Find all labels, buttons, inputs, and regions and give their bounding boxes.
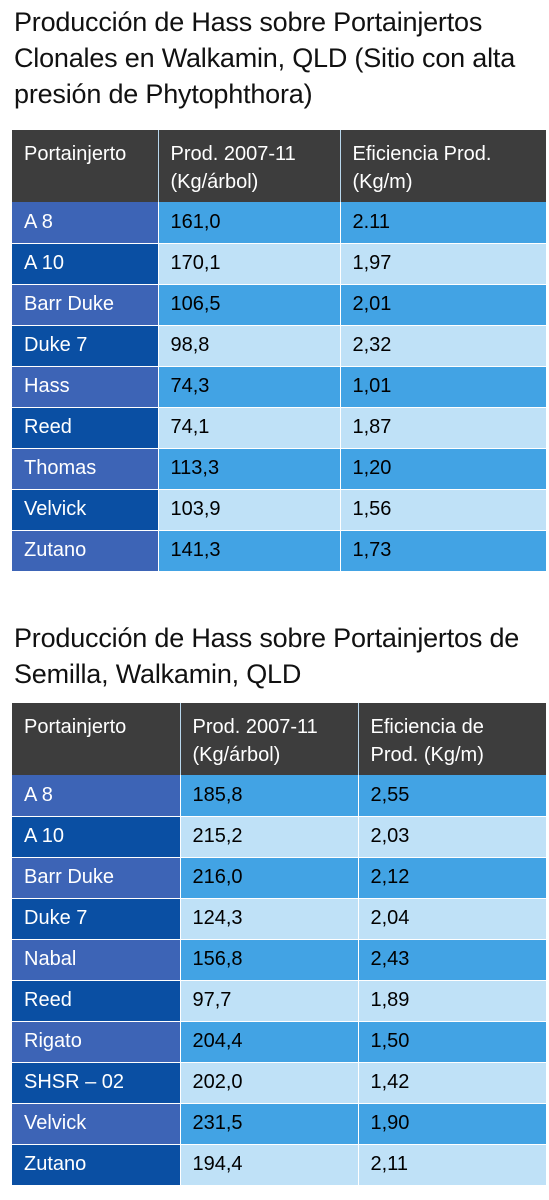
table-row: Zutano 194,4 2,11	[12, 1144, 546, 1186]
efficiency-cell: 1,01	[340, 366, 546, 408]
production-cell: 194,4	[180, 1144, 359, 1186]
production-cell: 156,8	[180, 939, 359, 981]
rootstock-cell: Barr Duke	[12, 857, 181, 899]
table-header-row: Portainjerto Prod. 2007-11 (Kg/árbol) Ef…	[12, 130, 546, 202]
rootstock-cell: SHSR – 02	[12, 1062, 181, 1104]
table2-body: A 8 185,8 2,55 A 10 215,2 2,03 Barr Duke 216,0 2…	[12, 775, 546, 1186]
table-row: SHSR – 02 202,0 1,42	[12, 1062, 546, 1104]
table-row: A 10 215,2 2,03	[12, 816, 546, 858]
rootstock-cell: Velvick	[12, 1103, 181, 1145]
rootstock-cell: Duke 7	[12, 898, 181, 940]
production-cell: 141,3	[158, 530, 341, 572]
header-production: Prod. 2007-11 (Kg/árbol)	[180, 703, 359, 775]
rootstock-cell: Rigato	[12, 1021, 181, 1063]
production-cell: 113,3	[158, 448, 341, 490]
rootstock-cell: Reed	[12, 407, 159, 449]
table1-title: Producción de Hass sobre Portainjertos C…	[14, 7, 516, 109]
production-cell: 74,3	[158, 366, 341, 408]
efficiency-cell: 2,43	[358, 939, 546, 981]
efficiency-cell: 1,89	[358, 980, 546, 1022]
rootstock-cell: Nabal	[12, 939, 181, 981]
table-row: Reed 97,7 1,89	[12, 980, 546, 1022]
table-row: A 8 185,8 2,55	[12, 775, 546, 817]
table-row: Velvick 103,9 1,56	[12, 489, 546, 531]
rootstock-cell: Reed	[12, 980, 181, 1022]
production-cell: 185,8	[180, 775, 359, 817]
efficiency-cell: 1,73	[340, 530, 546, 572]
production-cell: 231,5	[180, 1103, 359, 1145]
efficiency-cell: 1,90	[358, 1103, 546, 1145]
production-cell: 74,1	[158, 407, 341, 449]
efficiency-cell: 1,87	[340, 407, 546, 449]
efficiency-cell: 1,20	[340, 448, 546, 490]
rootstock-cell: Zutano	[12, 530, 159, 572]
production-cell: 216,0	[180, 857, 359, 899]
table-row: Hass 74,3 1,01	[12, 366, 546, 408]
rootstock-cell: A 8	[12, 202, 159, 244]
table-row: Duke 7 124,3 2,04	[12, 898, 546, 940]
table-row: Velvick 231,5 1,90	[12, 1103, 546, 1145]
header-efficiency: Eficiencia de Prod. (Kg/m)	[358, 703, 546, 775]
table-row: Barr Duke 106,5 2,01	[12, 284, 546, 326]
efficiency-cell: 2,01	[340, 284, 546, 326]
efficiency-cell: 1,97	[340, 243, 546, 285]
table-row: Rigato 204,4 1,50	[12, 1021, 546, 1063]
header-production: Prod. 2007-11 (Kg/árbol)	[158, 130, 341, 202]
production-cell: 161,0	[158, 202, 341, 244]
rootstock-cell: Zutano	[12, 1144, 181, 1186]
rootstock-cell: Hass	[12, 366, 159, 408]
efficiency-cell: 2,11	[358, 1144, 546, 1186]
production-cell: 215,2	[180, 816, 359, 858]
table-row: A 10 170,1 1,97	[12, 243, 546, 285]
efficiency-cell: 1,42	[358, 1062, 546, 1104]
production-cell: 103,9	[158, 489, 341, 531]
efficiency-cell: 1,56	[340, 489, 546, 531]
table-row: Barr Duke 216,0 2,12	[12, 857, 546, 899]
efficiency-cell: 2,04	[358, 898, 546, 940]
table-row: Nabal 156,8 2,43	[12, 939, 546, 981]
table2-title: Producción de Hass sobre Portainjertos d…	[14, 623, 520, 689]
rootstock-cell: A 10	[12, 243, 159, 285]
production-cell: 97,7	[180, 980, 359, 1022]
seedling-rootstock-table: Portainjerto Prod. 2007-11 (Kg/árbol) Ef…	[12, 703, 546, 1186]
header-rootstock: Portainjerto	[12, 130, 159, 202]
header-efficiency: Eficiencia Prod. (Kg/m)	[340, 130, 546, 202]
production-cell: 98,8	[158, 325, 341, 367]
header-rootstock: Portainjerto	[12, 703, 181, 775]
table-row: Thomas 113,3 1,20	[12, 448, 546, 490]
table1-body: A 8 161,0 2.11 A 10 170,1 1,97 Barr Duke 106,5 2…	[12, 202, 546, 572]
rootstock-cell: Barr Duke	[12, 284, 159, 326]
production-cell: 124,3	[180, 898, 359, 940]
efficiency-cell: 2,12	[358, 857, 546, 899]
table-header-row: Portainjerto Prod. 2007-11 (Kg/árbol) Ef…	[12, 703, 546, 775]
production-cell: 106,5	[158, 284, 341, 326]
production-cell: 202,0	[180, 1062, 359, 1104]
rootstock-cell: Thomas	[12, 448, 159, 490]
rootstock-cell: A 8	[12, 775, 181, 817]
table-row: Duke 7 98,8 2,32	[12, 325, 546, 367]
production-cell: 170,1	[158, 243, 341, 285]
table-row: A 8 161,0 2.11	[12, 202, 546, 244]
rootstock-cell: A 10	[12, 816, 181, 858]
efficiency-cell: 2,55	[358, 775, 546, 817]
efficiency-cell: 2.11	[340, 202, 546, 244]
efficiency-cell: 2,32	[340, 325, 546, 367]
table-row: Reed 74,1 1,87	[12, 407, 546, 449]
efficiency-cell: 2,03	[358, 816, 546, 858]
clonal-rootstock-table: Portainjerto Prod. 2007-11 (Kg/árbol) Ef…	[12, 130, 546, 572]
table-row: Zutano 141,3 1,73	[12, 530, 546, 572]
production-cell: 204,4	[180, 1021, 359, 1063]
efficiency-cell: 1,50	[358, 1021, 546, 1063]
rootstock-cell: Velvick	[12, 489, 159, 531]
rootstock-cell: Duke 7	[12, 325, 159, 367]
